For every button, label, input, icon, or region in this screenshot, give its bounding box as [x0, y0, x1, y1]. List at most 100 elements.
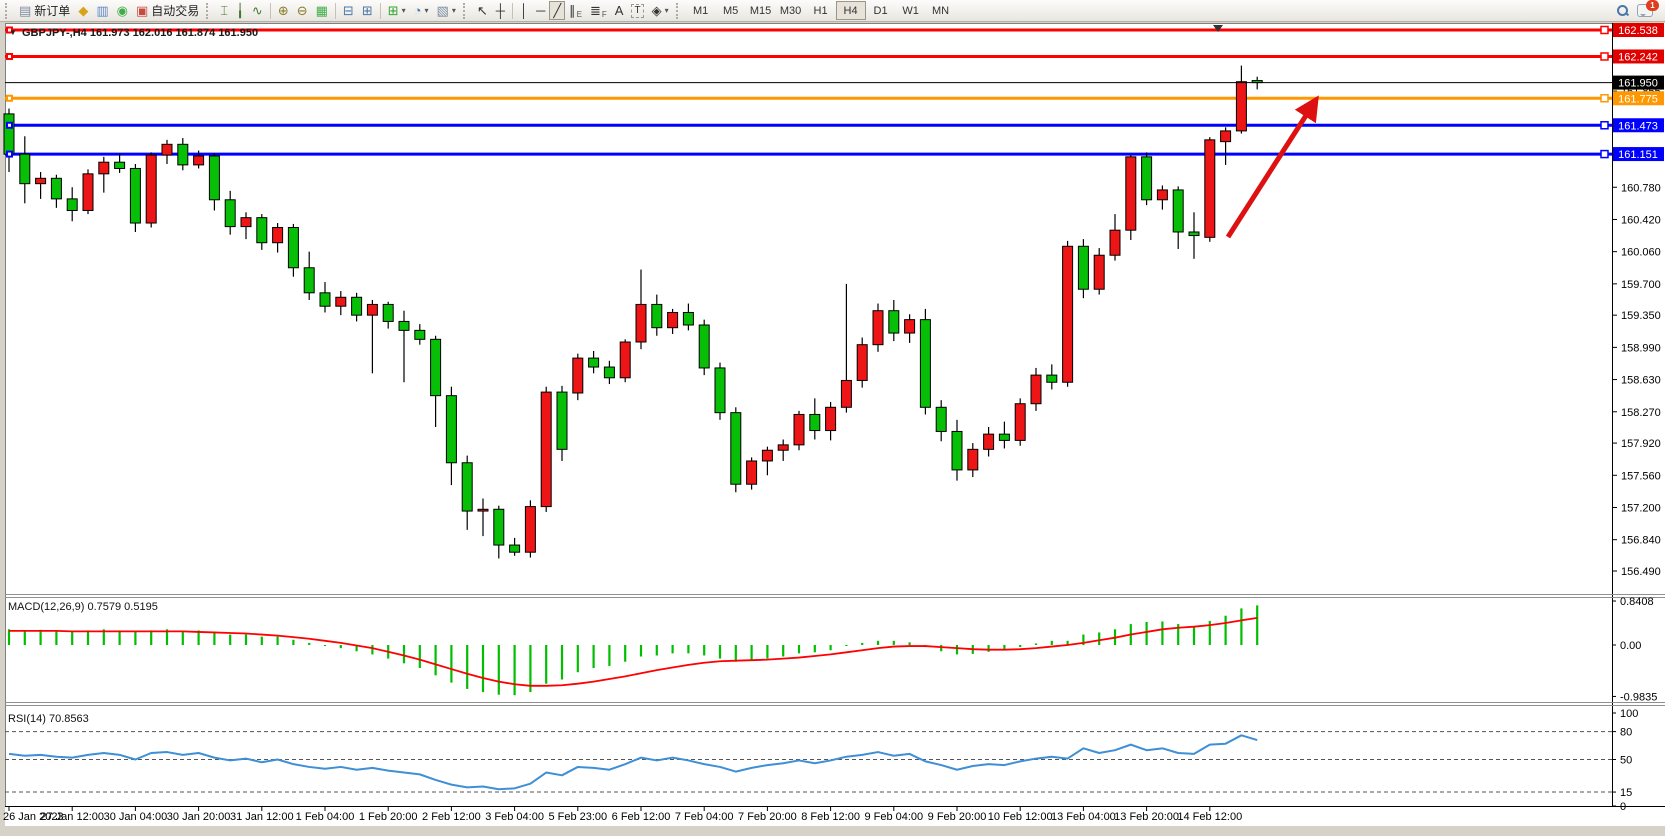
candle[interactable]: [382, 303, 394, 322]
timeframe-button-m30[interactable]: M30: [776, 1, 806, 20]
candle[interactable]: [287, 227, 299, 269]
candle[interactable]: [809, 413, 821, 432]
candle[interactable]: [1204, 139, 1216, 238]
candle[interactable]: [840, 379, 852, 408]
candle[interactable]: [161, 143, 173, 156]
candle[interactable]: [208, 155, 220, 201]
trend-arrow[interactable]: [1225, 95, 1319, 239]
zoom-out-button[interactable]: ⊖: [293, 1, 312, 20]
candle[interactable]: [1046, 374, 1058, 383]
candle[interactable]: [983, 433, 995, 450]
signals-button[interactable]: ◉: [113, 1, 132, 20]
vertical-line-button[interactable]: │: [516, 1, 532, 20]
candle[interactable]: [1235, 81, 1247, 132]
line-chart-button[interactable]: ∿: [248, 1, 267, 20]
candle[interactable]: [224, 199, 236, 228]
indicator-list-button[interactable]: ◆: [74, 1, 92, 20]
candle[interactable]: [935, 406, 947, 432]
candle[interactable]: [1077, 245, 1089, 290]
candle[interactable]: [1030, 374, 1042, 405]
candle[interactable]: [319, 292, 331, 307]
bar-chart-button[interactable]: ⌶: [216, 1, 232, 20]
candle[interactable]: [177, 143, 189, 166]
candle[interactable]: [1109, 229, 1121, 256]
timeframe-button-h1[interactable]: H1: [806, 1, 836, 20]
horizontal-line-button[interactable]: ─: [532, 1, 549, 20]
candle[interactable]: [682, 311, 694, 326]
candle[interactable]: [793, 413, 805, 446]
candle[interactable]: [1014, 403, 1026, 441]
candle[interactable]: [1141, 156, 1153, 201]
candle[interactable]: [761, 449, 773, 462]
new-order-button[interactable]: ▤ 新订单: [15, 1, 74, 20]
new-chart-button[interactable]: ⊞ ▾: [384, 1, 410, 20]
candle[interactable]: [635, 303, 647, 343]
candle[interactable]: [445, 395, 457, 464]
candle[interactable]: [619, 341, 631, 379]
candle[interactable]: [477, 508, 489, 512]
candle[interactable]: [303, 267, 315, 294]
candle[interactable]: [398, 320, 410, 331]
candle[interactable]: [351, 296, 363, 316]
candle[interactable]: [414, 329, 426, 340]
cursor-button[interactable]: ↖: [473, 1, 492, 20]
candle[interactable]: [1220, 130, 1232, 143]
candle[interactable]: [919, 319, 931, 408]
toolbar-grip[interactable]: [675, 2, 681, 19]
candle[interactable]: [1093, 254, 1105, 290]
search-button[interactable]: [1612, 1, 1633, 20]
candle[interactable]: [524, 506, 536, 553]
timeframe-button-m15[interactable]: M15: [746, 1, 776, 20]
candle[interactable]: [888, 310, 900, 334]
text-button[interactable]: A: [611, 1, 628, 20]
candle[interactable]: [461, 462, 473, 512]
candle[interactable]: [1156, 189, 1168, 201]
candle[interactable]: [714, 367, 726, 414]
candle[interactable]: [98, 161, 110, 175]
toolbar-grip[interactable]: [206, 2, 211, 19]
candle[interactable]: [872, 310, 884, 346]
candlestick-chart-button[interactable]: ╽: [232, 1, 248, 20]
line-end-anchor[interactable]: [1600, 52, 1609, 61]
candle[interactable]: [1188, 231, 1200, 237]
text-label-button[interactable]: T: [627, 1, 647, 20]
zoom-in-button[interactable]: ⊕: [274, 1, 293, 20]
candle[interactable]: [730, 412, 742, 485]
notifications-button[interactable]: 1: [1633, 0, 1663, 20]
auto-arrange-button[interactable]: ⊟: [339, 1, 358, 20]
candle[interactable]: [66, 198, 78, 212]
candle[interactable]: [82, 173, 94, 212]
candle[interactable]: [129, 167, 141, 224]
candle[interactable]: [335, 296, 347, 307]
candle[interactable]: [746, 460, 758, 485]
timeframe-button-m5[interactable]: M5: [716, 1, 746, 20]
templates-button[interactable]: ▧ ▾: [433, 1, 460, 20]
candle[interactable]: [951, 430, 963, 471]
candle[interactable]: [967, 448, 979, 471]
candle[interactable]: [998, 433, 1010, 441]
candle[interactable]: [366, 303, 378, 316]
candle[interactable]: [509, 544, 521, 553]
candle[interactable]: [19, 153, 31, 185]
trendline-button[interactable]: ╱: [549, 1, 566, 20]
candle[interactable]: [272, 227, 284, 244]
line-end-anchor[interactable]: [1600, 149, 1609, 159]
candle[interactable]: [556, 391, 568, 450]
timeframe-button-mn[interactable]: MN: [926, 1, 956, 20]
candle[interactable]: [1172, 189, 1184, 233]
line-end-anchor[interactable]: [1600, 94, 1609, 103]
candle[interactable]: [493, 508, 505, 546]
chart-canvas[interactable]: 162.215161.855161.500161.140160.780160.4…: [0, 23, 1665, 836]
toolbar-grip[interactable]: [462, 2, 468, 19]
candle[interactable]: [256, 217, 268, 244]
candle[interactable]: [145, 154, 157, 224]
toolbar-grip[interactable]: [5, 2, 10, 19]
crosshair-button[interactable]: ┼: [492, 1, 509, 20]
chart-shift-marker-icon[interactable]: [1213, 25, 1223, 32]
dropdown-caret-icon[interactable]: ▾: [424, 6, 429, 15]
fibonacci-button[interactable]: ≣ F: [586, 1, 611, 20]
dropdown-caret-icon[interactable]: ▾: [451, 6, 456, 15]
candle[interactable]: [430, 338, 442, 397]
candle[interactable]: [904, 319, 916, 334]
candle[interactable]: [3, 113, 15, 155]
